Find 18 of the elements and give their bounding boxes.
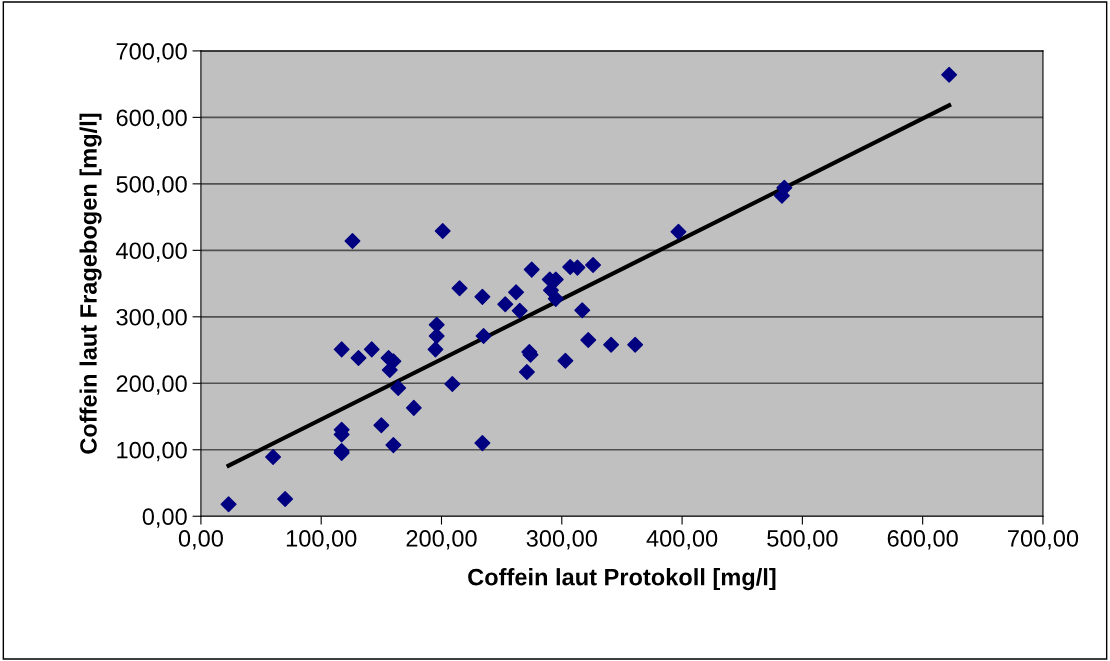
y-tick-label: 600,00 [116, 109, 187, 129]
y-tick-label: 0,00 [142, 508, 187, 528]
x-tick-label: 400,00 [646, 530, 718, 550]
x-tick-label: 200,00 [406, 530, 477, 550]
x-axis-title: Coffein laut Protokoll [mg/l] [468, 568, 776, 591]
x-tick-label: 0,00 [178, 530, 223, 550]
y-tick-label: 500,00 [116, 175, 187, 196]
y-tick-label: 100,00 [117, 441, 187, 462]
x-tick-label: 500,00 [767, 530, 838, 550]
y-tick-label: 300,00 [116, 308, 187, 329]
y-tick-label: 400,00 [116, 242, 187, 262]
x-tick-label: 100,00 [286, 530, 357, 550]
y-tick-label: 700,00 [116, 42, 187, 63]
x-tick-label: 700,00 [1008, 530, 1079, 550]
x-tick-label: 300,00 [526, 530, 597, 550]
x-tick-label: 600,00 [887, 530, 958, 550]
y-tick-label: 200,00 [116, 375, 187, 395]
y-axis-title: Coffein laut Fragebogen [mg/l] [79, 113, 102, 454]
